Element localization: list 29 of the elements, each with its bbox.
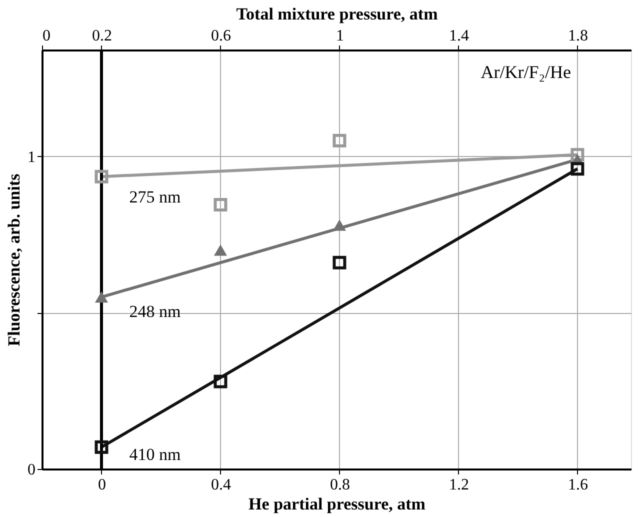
- x-tick-label: 0: [98, 476, 106, 494]
- y-axis-title: Fluorescence, arb. units: [4, 173, 24, 346]
- x2-tick-label: 0: [42, 28, 50, 44]
- x2-tick-label: 1.8: [568, 28, 588, 44]
- point: [214, 244, 228, 256]
- point: [570, 148, 584, 162]
- point: [332, 256, 346, 270]
- point: [332, 134, 346, 148]
- x2-tick-label: 1: [336, 28, 344, 44]
- x-tick-label: 0.4: [210, 476, 231, 494]
- series-label: 248 nm: [129, 302, 181, 322]
- point: [214, 374, 228, 388]
- point: [94, 440, 108, 454]
- x2-tick-label: 0.6: [210, 28, 231, 44]
- point: [214, 198, 228, 212]
- point: [94, 291, 108, 303]
- point: [94, 170, 108, 184]
- x2-tick-label: 0.2: [92, 28, 112, 44]
- annotation: Ar/Kr/F₂/He: [480, 62, 572, 82]
- x-axis-title: He partial pressure, atm: [248, 494, 426, 514]
- x2-axis-title: Total mixture pressure, atm: [236, 4, 438, 24]
- x-tick-label: 1.2: [448, 476, 469, 494]
- series-label: 275 nm: [129, 188, 181, 207]
- x2-tick-label: 1.4: [448, 28, 469, 44]
- x-tick-label: 0.8: [330, 476, 350, 494]
- series-label: 410 nm: [129, 445, 181, 464]
- point: [570, 162, 584, 176]
- x-tick-label: 1.6: [568, 476, 588, 494]
- point: [332, 219, 346, 231]
